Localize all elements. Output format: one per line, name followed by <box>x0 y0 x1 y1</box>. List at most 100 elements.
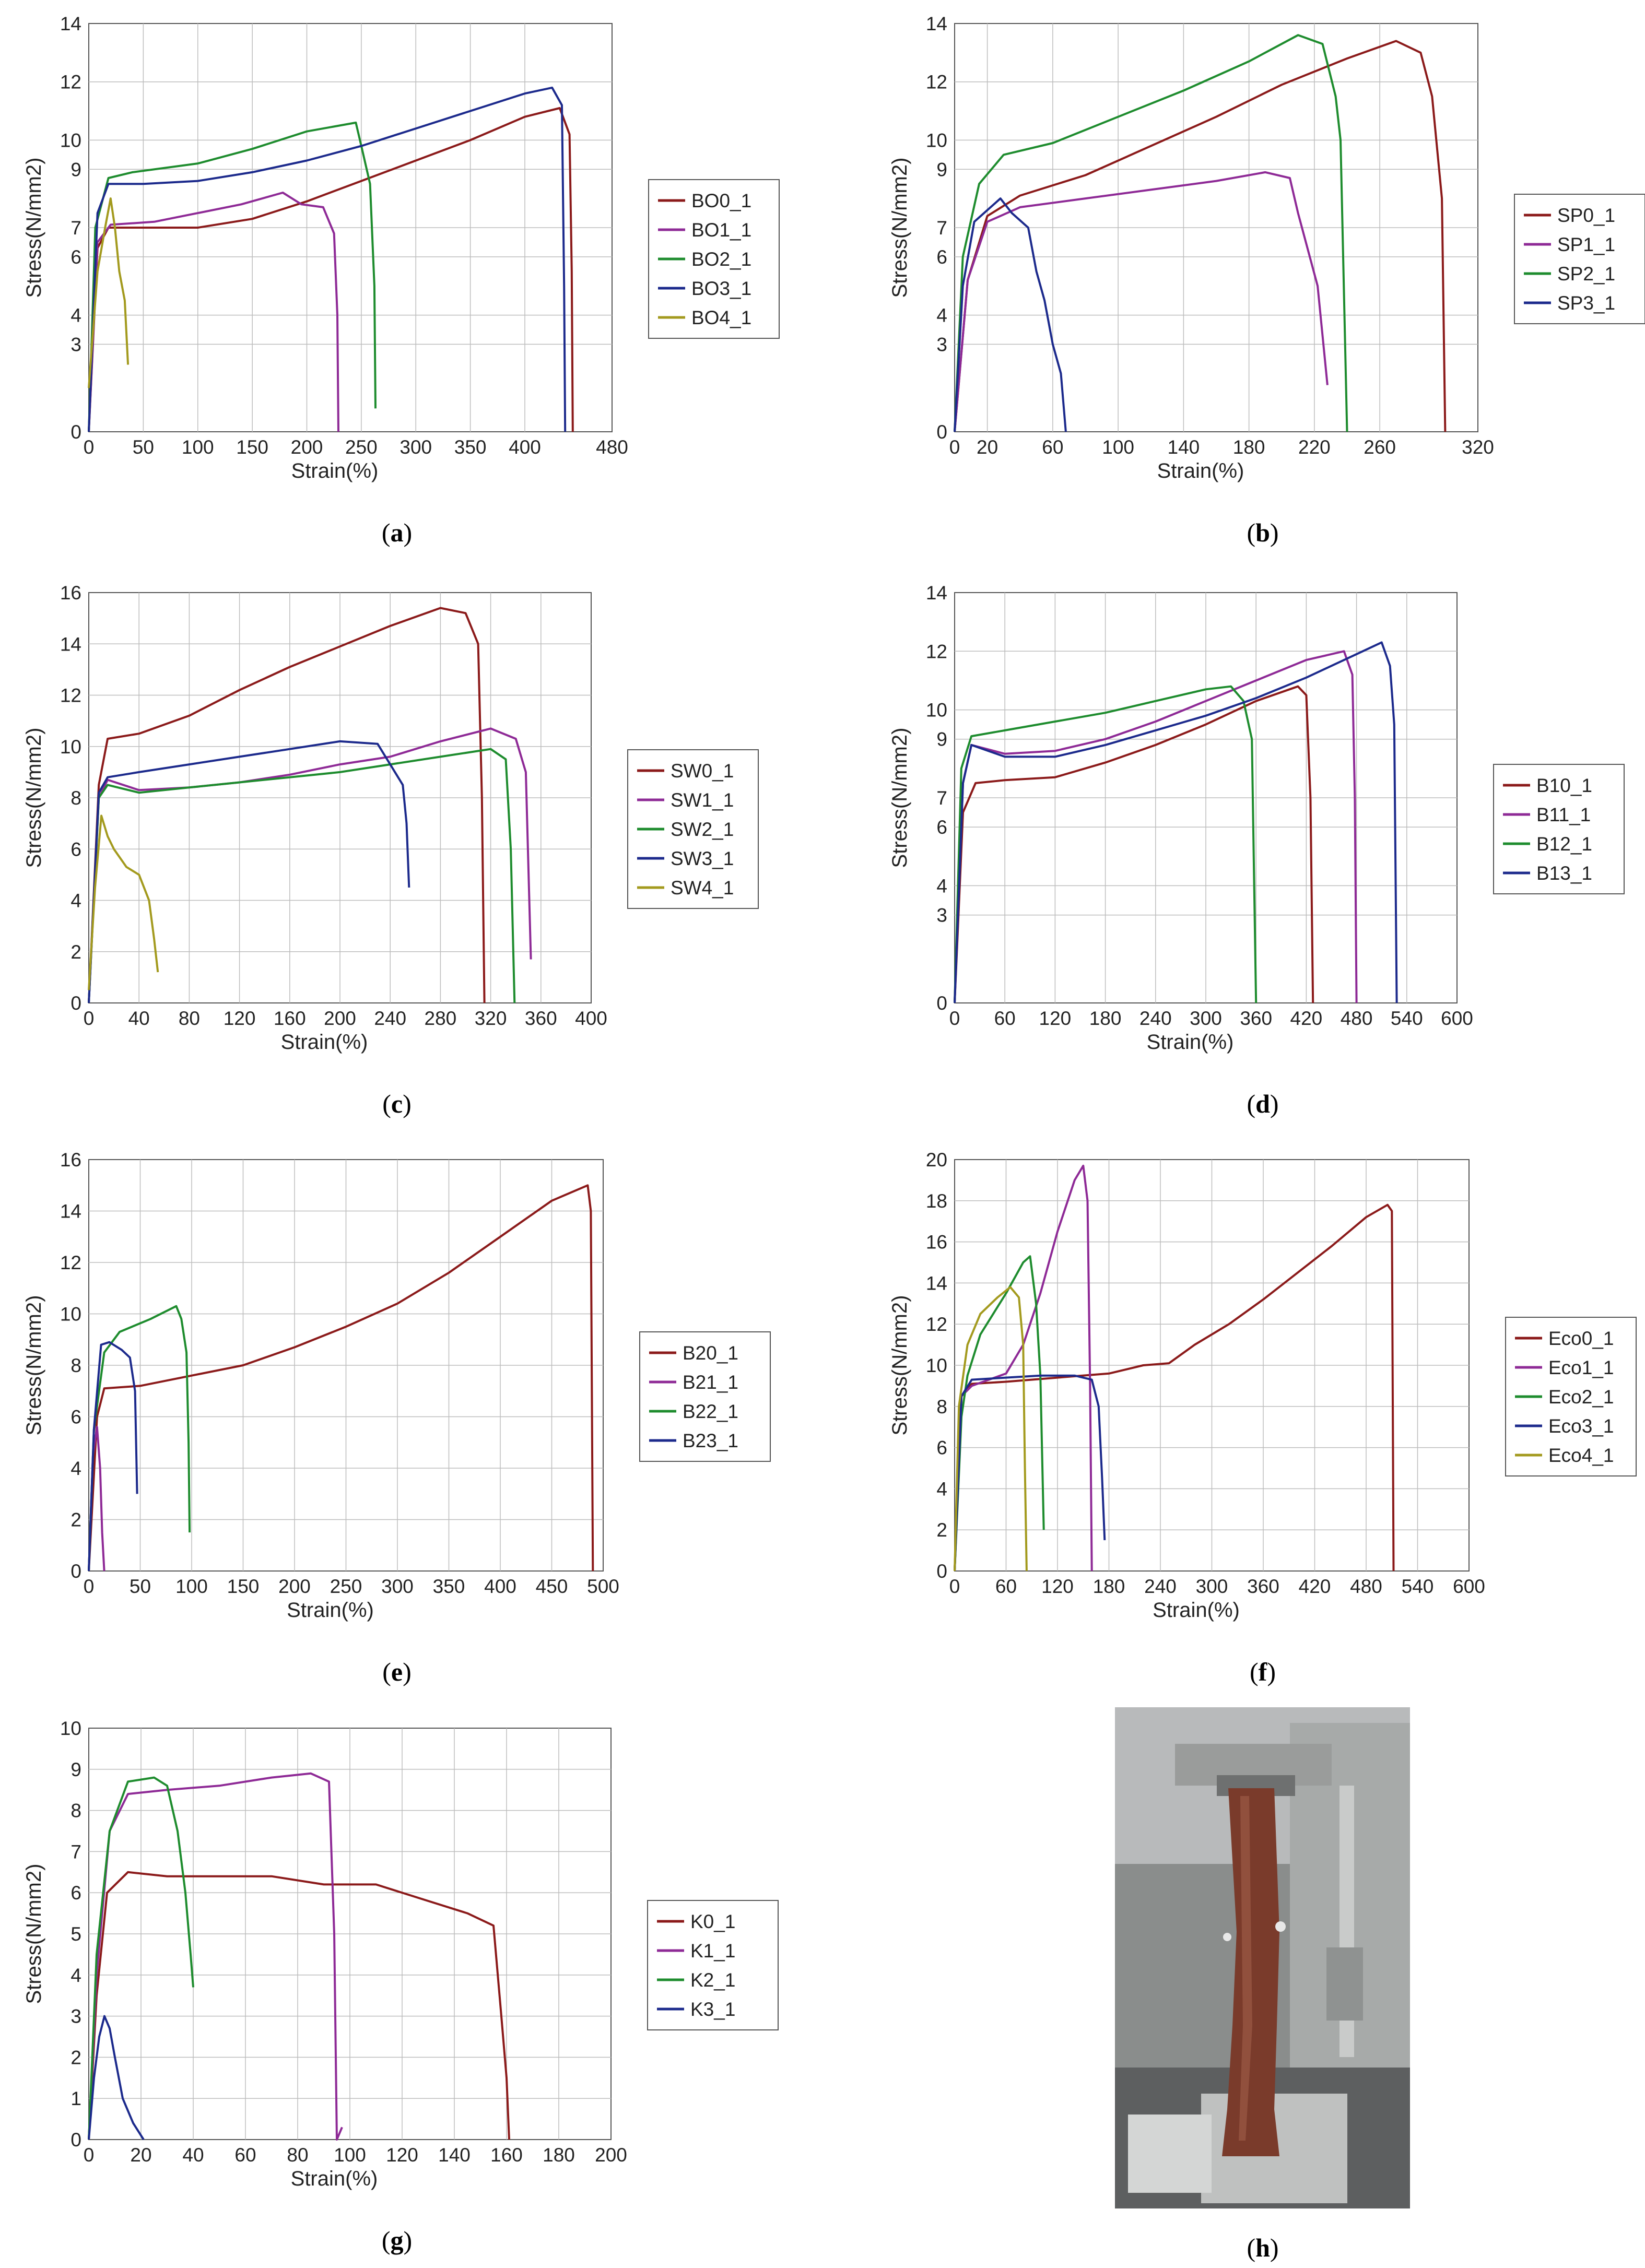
x-tick-label: 180 <box>1089 1008 1122 1029</box>
y-tick-label: 12 <box>60 685 81 706</box>
y-axis-label: Stress(N/mm2) <box>888 158 911 298</box>
legend-label-B21_1: B21_1 <box>683 1372 738 1393</box>
x-tick-label: 280 <box>425 1008 457 1029</box>
series-line-Eco2_1 <box>954 1255 1045 1572</box>
series-line-SP1_1 <box>954 171 1329 432</box>
y-tick-label: 8 <box>936 1396 947 1418</box>
photo-debris-1 <box>1275 1921 1286 1932</box>
y-tick-label: 10 <box>926 1355 947 1376</box>
y-tick-label: 0 <box>70 2129 81 2151</box>
x-axis-label: Strain(%) <box>1157 459 1244 482</box>
x-tick-label: 100 <box>182 436 214 458</box>
legend-label-SP1_1: SP1_1 <box>1557 234 1615 255</box>
x-tick-label: 160 <box>490 2144 523 2166</box>
y-tick-label: 6 <box>936 1437 947 1459</box>
chart-panels: 0 50 100 150 200 250 300 350 400 480034679101214S… <box>22 13 1645 2255</box>
y-tick-label: 0 <box>70 993 81 1014</box>
x-tick-label: 20 <box>977 436 998 458</box>
x-tick-label: 300 <box>1190 1008 1222 1029</box>
y-tick-label: 2 <box>70 1509 81 1531</box>
x-tick-label: 80 <box>287 2144 308 2166</box>
x-tick-label: 480 <box>596 436 628 458</box>
y-tick-label: 4 <box>70 1458 81 1479</box>
photo-debris-2 <box>1223 1933 1231 1941</box>
x-tick-label: 50 <box>133 436 154 458</box>
x-tick-label: 100 <box>1102 436 1134 458</box>
y-tick-label: 14 <box>60 633 81 655</box>
series-line-SP0_1 <box>954 40 1447 432</box>
y-tick-label: 4 <box>936 1478 947 1499</box>
y-axis-label: Stress(N/mm2) <box>22 728 45 868</box>
y-tick-label: 10 <box>60 736 81 758</box>
photo-panel <box>1115 1707 1410 2208</box>
y-tick-label: 2 <box>70 941 81 963</box>
chart-panel-f: 0 60 120 180 240 300 360 420 480 540 600 0 2 4 6 8 10 12 1… <box>888 1149 1637 1686</box>
x-tick-label: 250 <box>330 1576 362 1597</box>
series-line-SW0_1 <box>88 607 486 1003</box>
y-tick-label: 3 <box>70 2006 81 2027</box>
series-line-Eco1_1 <box>954 1164 1093 1572</box>
y-axis-label: Stress(N/mm2) <box>22 1864 45 2004</box>
series-line-B12_1 <box>954 685 1258 1003</box>
y-tick-label: 6 <box>70 838 81 860</box>
y-tick-label: 16 <box>60 582 81 604</box>
x-tick-label: 20 <box>130 2144 151 2166</box>
y-tick-label: 2 <box>936 1519 947 1541</box>
legend-label-B10_1: B10_1 <box>1536 775 1592 796</box>
x-tick-label: 400 <box>509 436 541 458</box>
x-tick-label: 350 <box>454 436 487 458</box>
y-tick-label: 6 <box>936 246 947 268</box>
y-tick-label: 20 <box>926 1149 947 1171</box>
x-axis-label: Strain(%) <box>1147 1031 1234 1054</box>
legend-label-Eco1_1: Eco1_1 <box>1548 1357 1614 1378</box>
y-tick-label: 12 <box>60 72 81 93</box>
y-tick-label: 16 <box>926 1232 947 1253</box>
y-tick-label: 2 <box>70 2047 81 2068</box>
legend-label-K0_1: K0_1 <box>690 1911 735 1932</box>
x-tick-label: 300 <box>400 436 432 458</box>
series-line-SP2_1 <box>954 34 1348 432</box>
series-line-BO2_1 <box>88 121 377 432</box>
x-tick-label: 360 <box>525 1008 557 1029</box>
x-tick-label: 180 <box>1093 1576 1125 1597</box>
series-line-SW4_1 <box>88 814 159 990</box>
x-tick-label: 60 <box>1042 436 1063 458</box>
legend-label-K1_1: K1_1 <box>690 1940 735 1962</box>
x-axis-label: Strain(%) <box>281 1031 368 1054</box>
y-tick-label: 12 <box>60 1252 81 1273</box>
x-tick-label: 220 <box>1298 436 1331 458</box>
y-tick-label: 4 <box>70 1965 81 1986</box>
y-tick-label: 4 <box>936 305 947 326</box>
y-tick-label: 14 <box>926 13 947 34</box>
x-tick-label: 300 <box>1196 1576 1228 1597</box>
x-tick-label: 400 <box>484 1576 516 1597</box>
x-tick-label: 200 <box>324 1008 356 1029</box>
y-tick-label: 14 <box>60 13 81 34</box>
series-line-B23_1 <box>88 1341 138 1572</box>
series-line-K3_1 <box>88 2015 145 2141</box>
y-tick-label: 0 <box>936 1561 947 1582</box>
legend-label-SW1_1: SW1_1 <box>671 789 734 811</box>
x-tick-label: 600 <box>1453 1576 1485 1597</box>
x-tick-label: 100 <box>175 1576 208 1597</box>
legend-label-Eco3_1: Eco3_1 <box>1548 1415 1614 1437</box>
x-tick-label: 0 <box>949 436 960 458</box>
chart-panel-c: 0 40 80 120 160 200 240 280 320 360 400 0 2 4 6 8 10 12 14… <box>22 582 759 1118</box>
series-line-Eco4_1 <box>954 1286 1028 1572</box>
x-tick-label: 100 <box>334 2144 366 2166</box>
x-tick-label: 400 <box>575 1008 607 1029</box>
series-line-BO3_1 <box>88 86 567 432</box>
series-line-Eco3_1 <box>954 1374 1106 1572</box>
x-tick-label: 60 <box>995 1576 1017 1597</box>
y-tick-label: 0 <box>936 421 947 443</box>
y-tick-label: 6 <box>936 817 947 838</box>
chart-panel-b: 0 20 60 100 140 180 220 260 320 0 3 4 6 7 9 10 12 14 Strai… <box>888 13 1645 547</box>
panel-caption-c: (c) <box>382 1089 412 1118</box>
y-tick-label: 1 <box>70 2088 81 2109</box>
series-line-SW3_1 <box>88 740 410 1003</box>
x-tick-label: 200 <box>278 1576 311 1597</box>
y-tick-label: 4 <box>70 890 81 912</box>
chart-panel-d: 0 60 120 180 240 300 360 420 480 540 600 0 3 4 6 7 9 10 12… <box>888 582 1625 1118</box>
y-tick-label: 18 <box>926 1190 947 1212</box>
